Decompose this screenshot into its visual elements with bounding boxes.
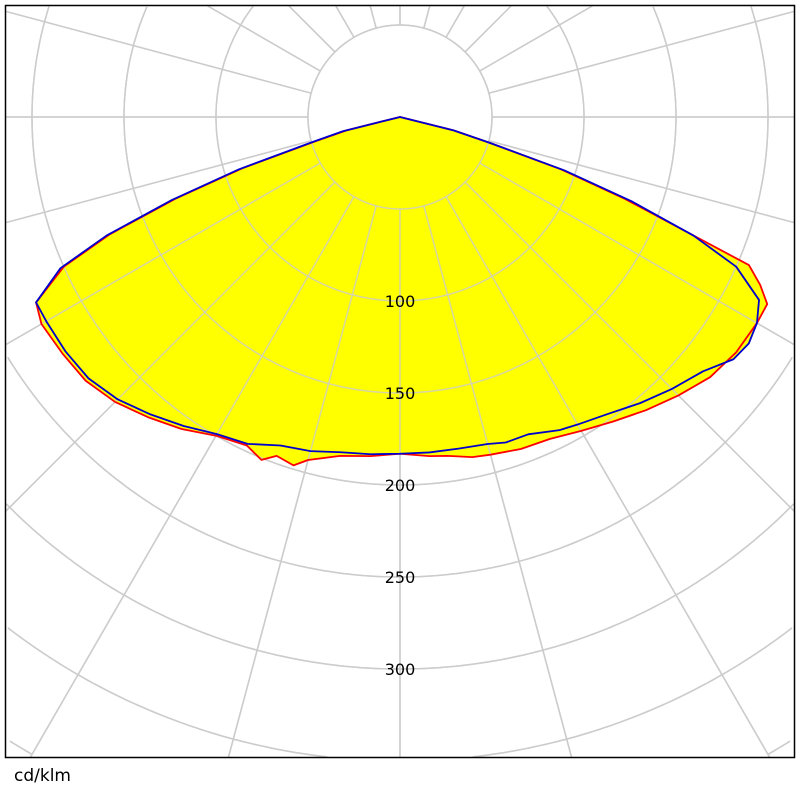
grid-radial-line-overlay <box>207 5 321 72</box>
grid-circle-overlay <box>215 5 585 302</box>
grid-circle-overlay <box>9 740 791 756</box>
series-line-0 <box>35 116 769 467</box>
radial-tick-label: 150 <box>385 384 416 403</box>
radial-tick-label: 100 <box>385 292 416 311</box>
grid-radial-line-overlay <box>227 205 377 758</box>
grid-radial-line-overlay <box>488 10 795 94</box>
radial-tick-label: 300 <box>385 660 416 679</box>
grid-radial-line-overlay <box>29 196 355 758</box>
grid-circle-overlay <box>7 627 793 758</box>
grid-radial-line-overlay <box>488 140 795 224</box>
grid-radial-line-overlay <box>369 5 377 29</box>
grid-radial-line-overlay <box>5 181 336 512</box>
grid-radial-line-overlay <box>479 5 593 72</box>
grid-radial-line-overlay <box>5 162 321 346</box>
series-line-1 <box>35 116 760 456</box>
grid-radial-line-overlay <box>5 10 312 94</box>
radial-tick-label: 250 <box>385 568 416 587</box>
grid-radial-line-overlay <box>5 140 312 224</box>
grid-radial-line-overlay <box>464 5 512 53</box>
grid-radial-line-overlay <box>288 5 336 53</box>
grid-radial-line-overlay <box>423 205 573 758</box>
unit-label: cd/klm <box>14 766 71 786</box>
grid-radial-line-overlay <box>445 196 771 758</box>
grid-circle-overlay <box>123 6 677 394</box>
grid-circle-overlay <box>31 6 769 486</box>
grid-radial-line-overlay <box>464 181 795 512</box>
intensity-fill <box>36 117 760 455</box>
grid-radial-line-overlay <box>445 5 465 38</box>
grid-radial-line-overlay <box>423 5 431 29</box>
radial-tick-label: 200 <box>385 476 416 495</box>
plot-frame <box>4 4 796 759</box>
grid-radial-line-overlay <box>335 5 355 38</box>
grid-radial-line-overlay <box>479 162 795 346</box>
